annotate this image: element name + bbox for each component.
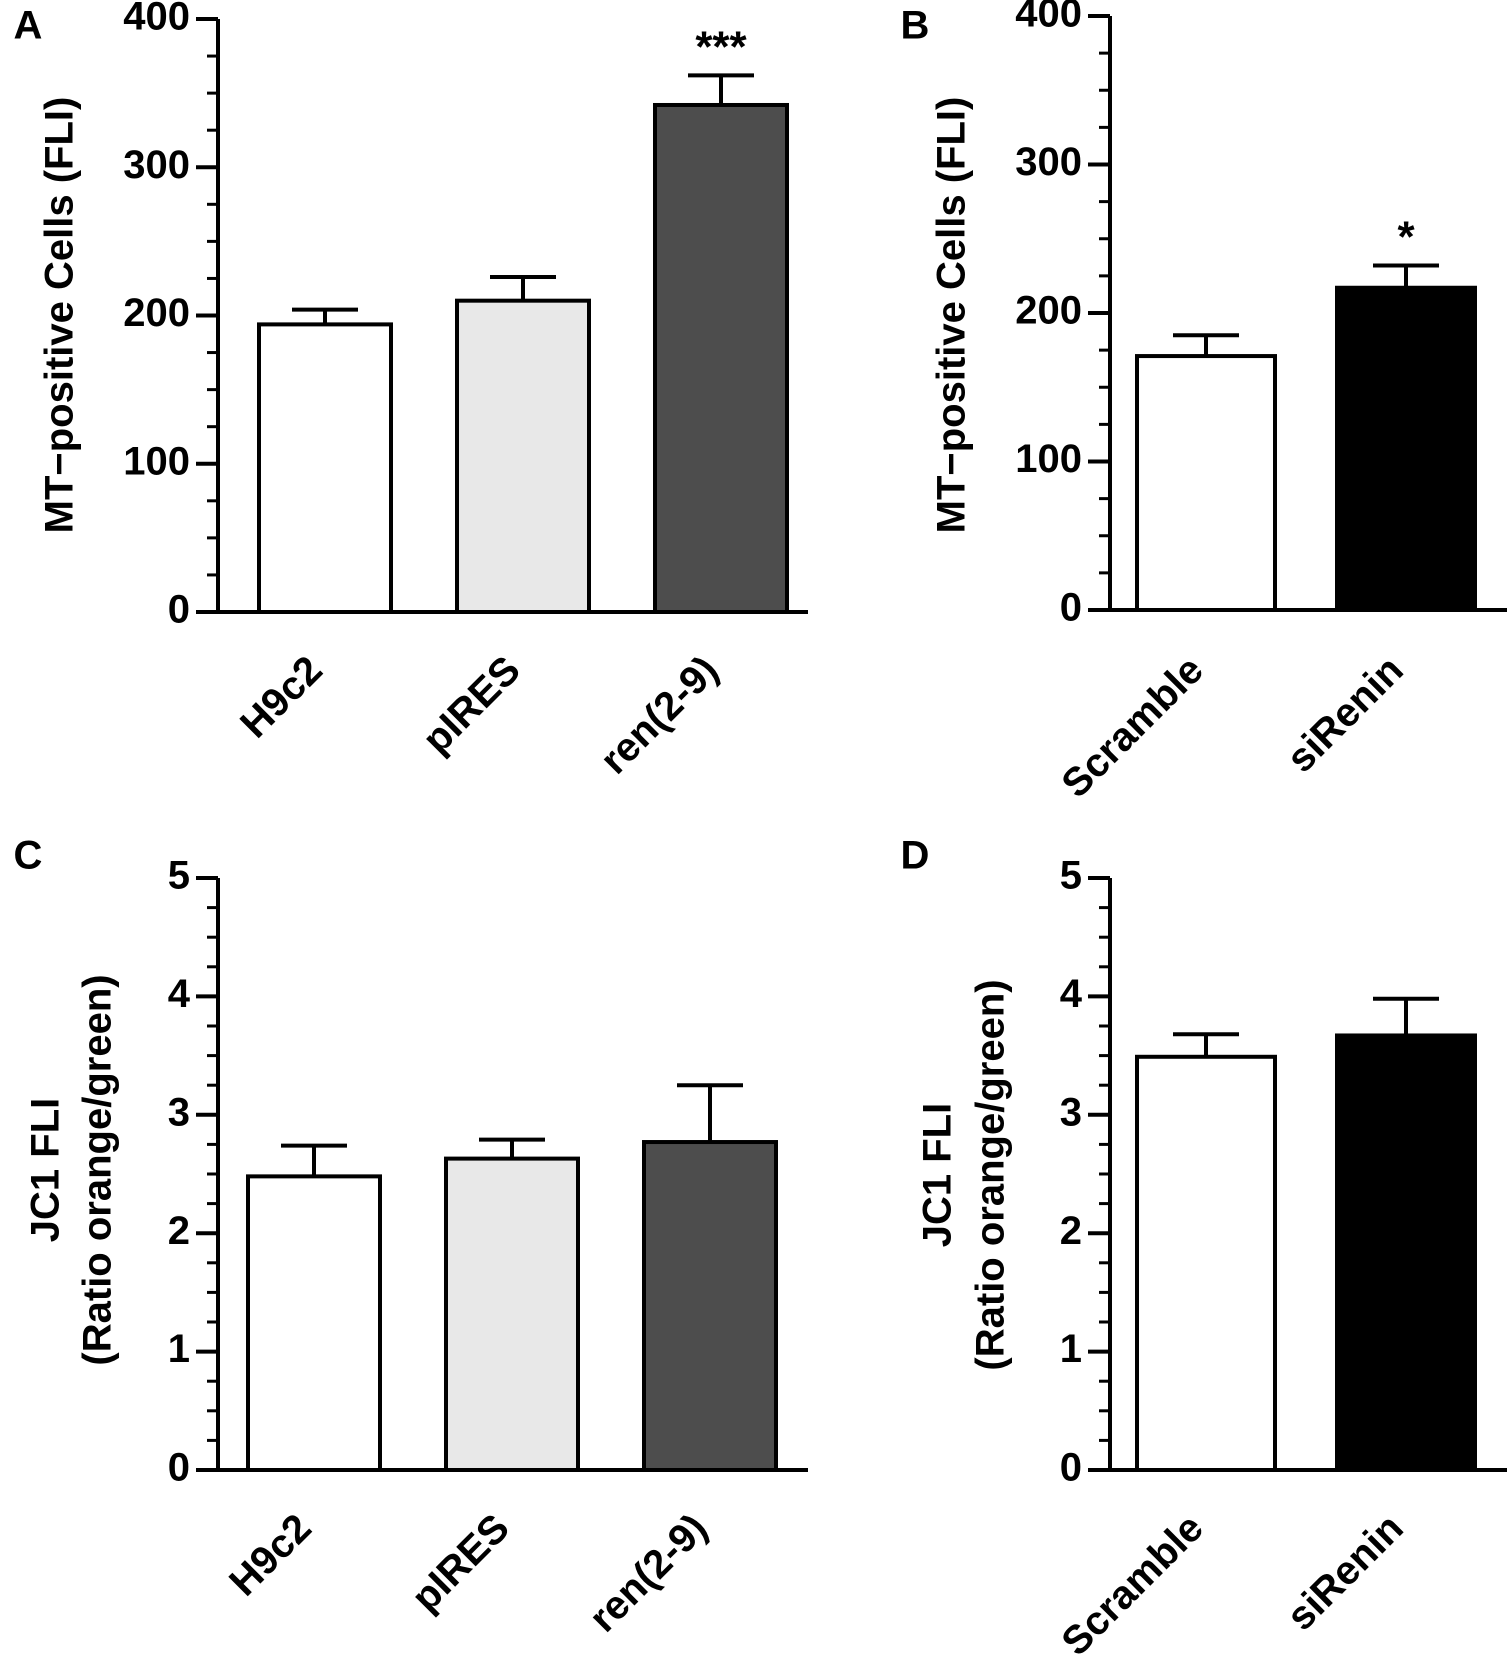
panel-label: C (14, 834, 43, 878)
y-axis-label: MT−positive Cells (FLI) (38, 97, 82, 534)
x-tick-label: siRenin (1279, 648, 1412, 781)
y-tick-label: 0 (1060, 586, 1082, 630)
panel-label: D (901, 834, 930, 878)
bar-scramble (1135, 1054, 1277, 1473)
x-tick-label: ren(2-9) (592, 648, 727, 783)
y-axis-label: (Ratio orange/green) (969, 979, 1013, 1370)
bar-sirenin (1335, 285, 1477, 612)
y-tick-label: 0 (168, 1446, 190, 1490)
panel-c: C JC1 FLI (Ratio orange/green) 0 1 2 3 4 5 H9c2 pI… (14, 834, 808, 1641)
panel-a: A MT−positive Cells (FLI) 0 100 200 300 400 H9c… (14, 0, 808, 783)
bar-ren-2-9 (653, 102, 789, 615)
y-tick-label: 0 (1060, 1446, 1082, 1490)
y-tick-label: 3 (1060, 1090, 1082, 1134)
y-tick-label: 200 (123, 291, 190, 335)
panel-label: A (14, 4, 43, 48)
panel-label: B (901, 4, 930, 48)
y-axis-label: JC1 FLI (916, 1103, 960, 1247)
significance-marker: *** (695, 22, 747, 71)
x-tick-label: pIRES (403, 1506, 517, 1620)
panel-b: B MT−positive Cells (FLI) 0 100 200 300 400 Scr… (901, 0, 1507, 806)
y-tick-label: 4 (168, 972, 191, 1016)
bar-sirenin (1335, 1033, 1477, 1473)
x-tick-label: pIRES (414, 648, 528, 762)
significance-marker: * (1397, 212, 1415, 261)
y-tick-label: 300 (1015, 140, 1082, 184)
panel-d: D JC1 FLI (Ratio orange/green) 0 1 2 3 4 5 Scramb… (901, 834, 1507, 1660)
y-tick-label: 200 (1015, 289, 1082, 333)
x-tick-label: Scramble (1053, 648, 1211, 806)
x-tick-label: siRenin (1279, 1506, 1412, 1639)
y-axis-label: MT−positive Cells (FLI) (930, 97, 974, 534)
y-tick-label: 4 (1060, 972, 1083, 1016)
y-tick-label: 400 (123, 0, 190, 39)
bar-h9c2 (246, 1174, 382, 1473)
bar-pires (455, 298, 591, 614)
y-tick-label: 0 (168, 588, 190, 632)
bar-ren-2-9 (642, 1140, 778, 1472)
y-tick-label: 400 (1015, 0, 1082, 36)
y-axis-label: JC1 FLI (24, 1098, 68, 1242)
x-tick-label: Scramble (1053, 1506, 1211, 1660)
y-tick-label: 2 (168, 1209, 190, 1253)
x-tick-label: H9c2 (221, 1506, 320, 1605)
y-tick-label: 2 (1060, 1209, 1082, 1253)
y-axis-label: (Ratio orange/green) (76, 974, 120, 1365)
bar-pires (444, 1156, 580, 1473)
y-tick-label: 3 (168, 1090, 190, 1134)
y-tick-label: 1 (1060, 1327, 1082, 1371)
y-tick-label: 300 (123, 143, 190, 187)
bar-scramble (1135, 354, 1277, 612)
y-tick-label: 1 (168, 1327, 190, 1371)
bar-h9c2 (257, 322, 393, 614)
y-tick-label: 100 (123, 439, 190, 483)
x-tick-label: ren(2-9) (581, 1506, 716, 1641)
y-tick-label: 5 (1060, 854, 1082, 898)
x-tick-label: H9c2 (232, 648, 331, 747)
y-tick-label: 5 (168, 854, 190, 898)
y-tick-label: 100 (1015, 437, 1082, 481)
